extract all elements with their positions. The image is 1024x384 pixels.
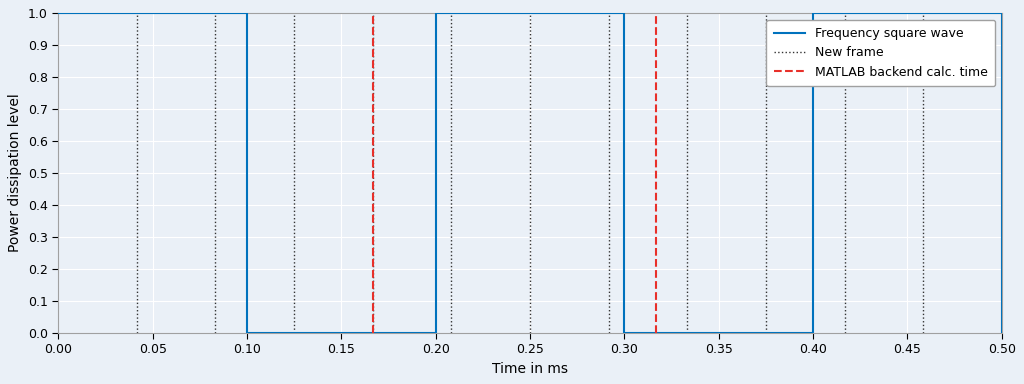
Legend: Frequency square wave, New frame, MATLAB backend calc. time: Frequency square wave, New frame, MATLAB… [766, 20, 995, 86]
X-axis label: Time in ms: Time in ms [492, 362, 568, 376]
Y-axis label: Power dissipation level: Power dissipation level [8, 94, 23, 252]
